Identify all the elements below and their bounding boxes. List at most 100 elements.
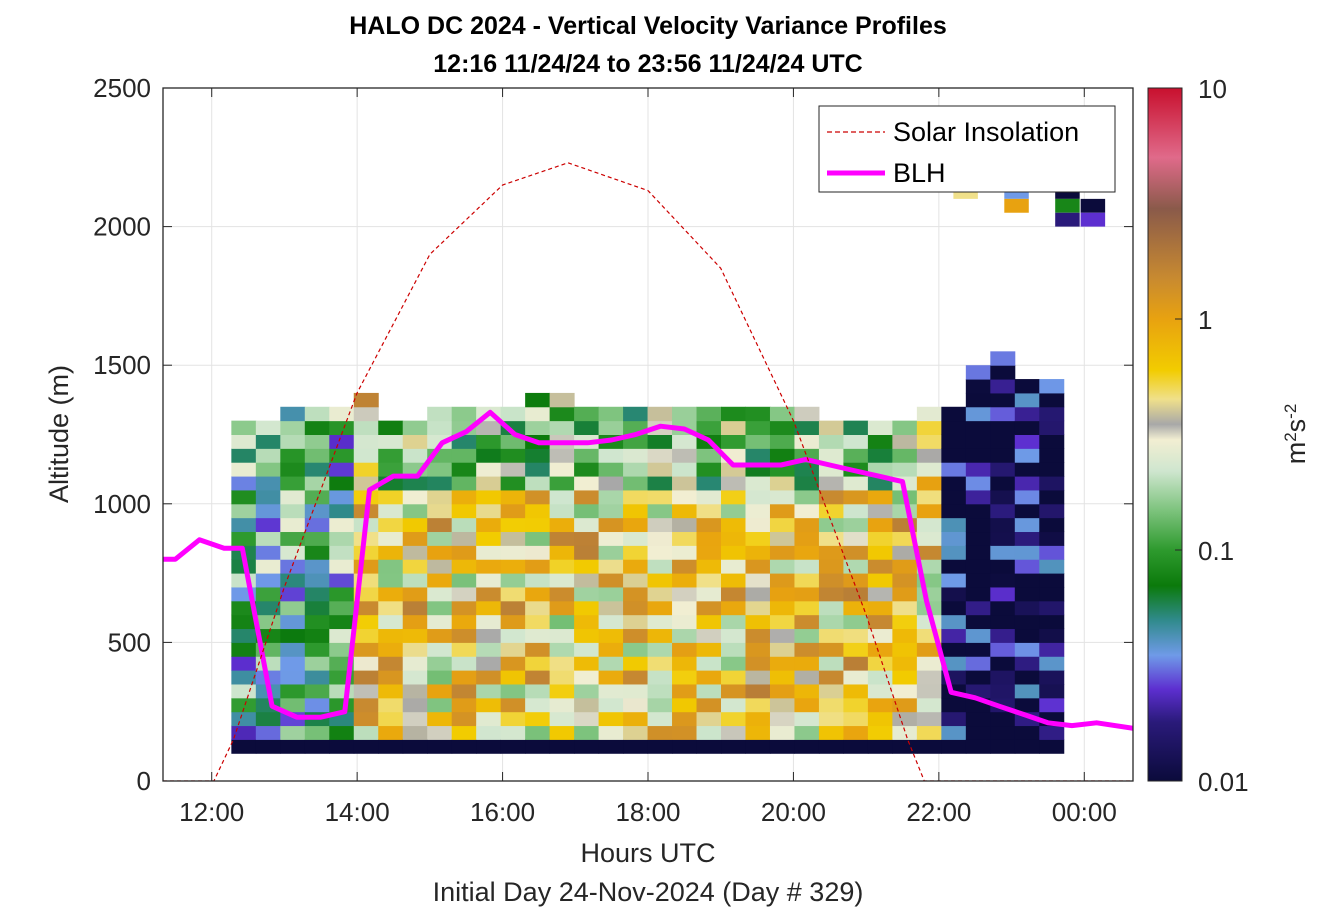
- heatmap-cell: [231, 739, 257, 754]
- heatmap-cell: [794, 600, 820, 616]
- heatmap-cell: [990, 448, 1016, 463]
- heatmap-cell: [598, 642, 624, 657]
- heatmap-cell: [500, 683, 526, 699]
- heatmap-cell: [745, 614, 771, 630]
- heatmap-cell: [745, 434, 771, 449]
- heatmap-cell: [280, 725, 306, 740]
- heatmap-cell: [990, 683, 1016, 699]
- heatmap-cell: [818, 642, 844, 657]
- heatmap-cell: [329, 406, 355, 422]
- heatmap-cell: [1014, 559, 1040, 574]
- heatmap-cell: [672, 531, 698, 546]
- heatmap-cell: [1039, 725, 1065, 740]
- heatmap-cell: [794, 489, 820, 505]
- heatmap-cell: [941, 600, 967, 616]
- heatmap-cell: [476, 420, 502, 435]
- heatmap-cell: [623, 600, 649, 616]
- heatmap-cell: [451, 406, 477, 422]
- heatmap-cell: [818, 559, 844, 574]
- heatmap-cell: [965, 600, 991, 616]
- heatmap-cell: [304, 559, 330, 574]
- heatmap-cell: [1039, 573, 1065, 588]
- heatmap-cell: [769, 545, 795, 560]
- heatmap-cell: [794, 559, 820, 574]
- heatmap-cell: [721, 628, 746, 643]
- heatmap-cell: [965, 462, 991, 477]
- heatmap-cell: [1014, 448, 1040, 463]
- heatmap-cell: [818, 586, 844, 602]
- heatmap-cell: [745, 448, 771, 463]
- heatmap-cell: [696, 476, 722, 491]
- heatmap-cell: [672, 503, 698, 519]
- heatmap-cell: [451, 670, 477, 685]
- heatmap-cell: [843, 697, 869, 713]
- heatmap-cell: [255, 559, 281, 574]
- heatmap-cell: [598, 600, 624, 616]
- heatmap-cell: [965, 739, 991, 754]
- y-axis-ticks: 0 500 1000 1500 2000 2500: [93, 73, 1133, 796]
- heatmap-cell: [867, 683, 893, 699]
- heatmap-cell: [280, 642, 306, 657]
- heatmap-cell: [769, 489, 795, 505]
- heatmap-cell: [402, 614, 428, 630]
- heatmap-cell: [794, 683, 820, 699]
- heatmap-cell: [892, 420, 918, 435]
- heatmap-cell: [916, 489, 942, 505]
- heatmap-cell: [402, 683, 428, 699]
- heatmap-cell: [476, 559, 502, 574]
- heatmap-cell: [623, 489, 649, 505]
- heatmap-cell: [574, 725, 600, 740]
- heatmap-cell: [843, 586, 869, 602]
- heatmap-cell: [794, 476, 820, 491]
- heatmap-cell: [843, 725, 869, 740]
- heatmap-cell: [867, 642, 893, 657]
- heatmap-cell: [843, 434, 869, 449]
- heatmap-cell: [794, 573, 820, 588]
- heatmap-cell: [941, 489, 967, 505]
- heatmap-cell: [353, 711, 379, 727]
- heatmap-cell: [745, 711, 771, 727]
- heatmap-cell: [525, 531, 551, 546]
- heatmap-cell: [231, 725, 257, 740]
- heatmap-cell: [818, 573, 844, 588]
- heatmap-cell: [549, 711, 575, 727]
- heatmap-cell: [1039, 642, 1065, 657]
- heatmap-cell: [255, 489, 281, 505]
- heatmap-cell: [500, 406, 526, 422]
- heatmap-cell: [867, 670, 893, 685]
- heatmap-cell: [304, 406, 330, 422]
- heatmap-cell: [769, 406, 795, 422]
- heatmap-cell: [304, 600, 330, 616]
- heatmap-cell: [818, 725, 844, 740]
- heatmap-cell: [402, 434, 428, 449]
- heatmap-cell: [476, 697, 502, 713]
- heatmap-cell: [549, 476, 575, 491]
- heatmap-cell: [696, 503, 722, 519]
- heatmap-cell: [525, 489, 551, 505]
- y-axis-label: Altitude (m): [44, 365, 74, 503]
- heatmap-cell: [549, 573, 575, 588]
- heatmap-cell: [843, 531, 869, 546]
- heatmap-cell: [916, 462, 942, 477]
- heatmap-cell: [378, 683, 404, 699]
- heatmap-cell: [843, 739, 869, 754]
- heatmap-cell: [280, 476, 306, 491]
- heatmap-cell: [1039, 614, 1065, 630]
- heatmap-cell: [843, 670, 869, 685]
- heatmap-cell: [1039, 476, 1065, 491]
- heatmap-cell: [574, 531, 600, 546]
- heatmap-cell: [378, 545, 404, 560]
- heatmap-cell: [1039, 600, 1065, 616]
- heatmap-cell: [623, 448, 649, 463]
- heatmap-cell: [598, 697, 624, 713]
- heatmap-cell: [965, 392, 991, 408]
- heatmap-cell: [549, 559, 575, 574]
- heatmap-cell: [231, 642, 257, 657]
- heatmap-cell: [1039, 379, 1065, 394]
- heatmap-cell: [818, 711, 844, 727]
- heatmap-cell-isolated: [1080, 198, 1106, 213]
- x-axis-label: Hours UTC: [580, 838, 715, 868]
- heatmap-cell: [745, 406, 771, 422]
- heatmap-cell: [818, 476, 844, 491]
- heatmap-cell: [329, 683, 355, 699]
